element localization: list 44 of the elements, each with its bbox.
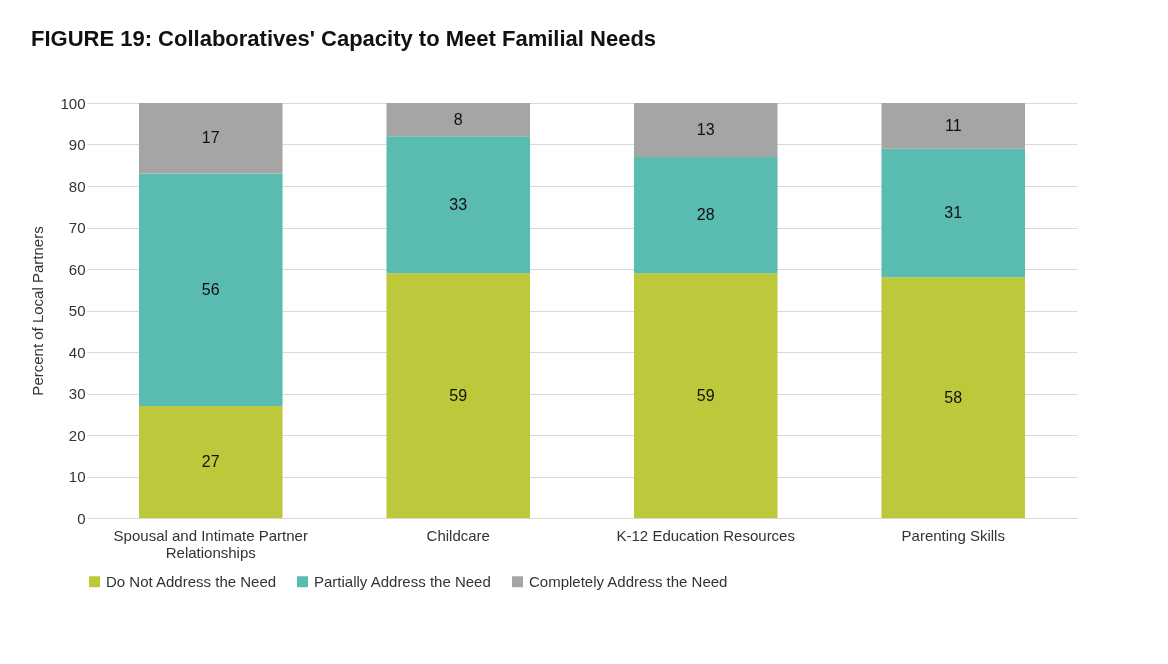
- y-tick-label: 40: [68, 343, 86, 361]
- data-label: 31: [944, 203, 963, 221]
- bar: [386, 103, 531, 137]
- y-tick-label: 60: [68, 260, 86, 278]
- y-tick-label: 100: [60, 94, 86, 112]
- x-tick-label: Childcare: [426, 526, 490, 544]
- bar: [138, 405, 283, 518]
- y-tick-label: 70: [68, 219, 86, 236]
- y-axis-title: Percent of Local Partners: [29, 226, 47, 396]
- data-label: 13: [696, 120, 715, 138]
- bar: [633, 273, 778, 518]
- bar: [386, 136, 531, 274]
- bar: [633, 103, 778, 157]
- bar: [138, 173, 283, 406]
- data-label: 27: [201, 452, 220, 470]
- bar: [633, 156, 778, 274]
- bar: [138, 103, 283, 174]
- data-label: 59: [449, 386, 468, 404]
- bar: [881, 103, 1026, 149]
- legend-label: Partially Address the Need: [314, 572, 491, 590]
- x-tick-label: K-12 Education Resources: [616, 526, 795, 544]
- bar: [881, 148, 1026, 278]
- y-tick-label: 80: [68, 177, 86, 195]
- data-label: 28: [696, 206, 715, 224]
- y-tick-label: 90: [68, 136, 86, 153]
- data-label: 11: [944, 116, 962, 134]
- data-label: 56: [201, 280, 220, 298]
- x-tick-label: Spousal and Intimate Partner Relationships: [113, 526, 308, 561]
- y-tick-label: 20: [68, 426, 86, 444]
- data-label: 17: [201, 129, 220, 147]
- y-tick-label: 30: [68, 385, 86, 402]
- y-tick-label: 50: [68, 302, 86, 319]
- bar: [386, 273, 531, 518]
- data-label: 8: [453, 110, 463, 128]
- x-tick-label: Parenting Skills: [901, 526, 1005, 544]
- data-label: 59: [696, 386, 715, 404]
- chart-title: FIGURE 19: Collaboratives' Capacity to Meet Familial Needs: [30, 26, 657, 51]
- data-label: 58: [944, 388, 963, 406]
- y-tick-label: 10: [68, 468, 86, 485]
- y-tick-label: 0: [77, 509, 86, 527]
- legend-label: Do Not Address the Need: [106, 572, 277, 590]
- bar: [881, 277, 1026, 518]
- data-label: 33: [449, 195, 468, 213]
- legend-label: Completely Address the Need: [529, 572, 728, 590]
